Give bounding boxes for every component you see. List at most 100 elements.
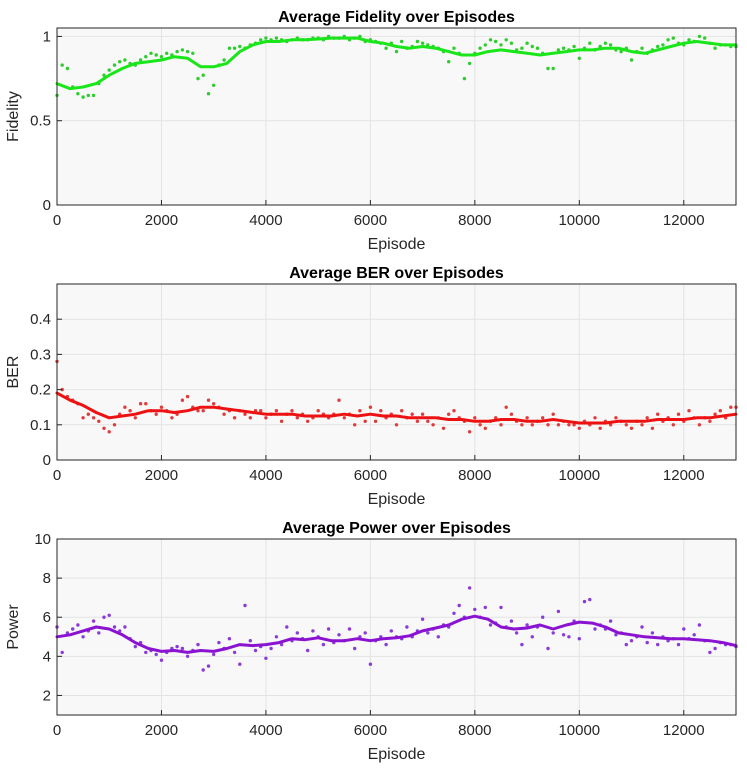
ber-data-point: [206, 398, 211, 402]
power-data-point: [347, 627, 352, 631]
power-data-point: [81, 635, 85, 639]
fidelity-data-point: [206, 92, 211, 96]
ber-data-point: [640, 423, 644, 427]
fidelity-data-point: [666, 38, 670, 42]
ber-data-point: [290, 409, 294, 413]
ber-data-point: [196, 409, 200, 413]
fidelity-data-point: [86, 93, 91, 98]
fidelity-data-point: [227, 46, 232, 50]
fidelity-plot-area: [57, 28, 736, 205]
ber-panel: 0 2000 4000 6000 8000 10000 12000 0 0.1 0.2 0.3 0.4…: [5, 265, 738, 508]
fidelity-data-point: [149, 51, 153, 55]
ber-data-point: [102, 426, 106, 430]
power-x-tick-label: 10000: [558, 722, 600, 739]
power-data-point: [420, 617, 425, 621]
power-data-point: [154, 652, 158, 657]
power-x-tick-label: 0: [53, 722, 61, 739]
fidelity-x-tick-label: 2000: [145, 212, 178, 229]
fidelity-data-point: [112, 63, 117, 67]
fidelity-data-point: [703, 36, 707, 40]
ber-data-point: [306, 419, 310, 423]
power-axes-box: [56, 538, 737, 716]
fidelity-data-point: [588, 41, 592, 45]
fidelity-x-tick-label: 10000: [558, 212, 600, 229]
fidelity-data-point: [138, 58, 143, 62]
power-data-point: [185, 654, 190, 658]
power-data-point: [274, 635, 279, 639]
power-data-point: [227, 637, 232, 641]
power-data-point: [201, 668, 205, 672]
ber-y-tick-label: 0.3: [30, 346, 51, 363]
power-data-point: [582, 599, 587, 604]
ber-data-point: [556, 423, 561, 427]
ber-data-point: [509, 412, 514, 416]
fidelity-data-point: [165, 51, 169, 55]
power-y-tick-label: 6: [43, 609, 51, 626]
fidelity-moving-average-line: [55, 36, 738, 91]
power-data-point: [556, 609, 561, 614]
fidelity-data-point: [81, 95, 85, 99]
ber-data-point: [656, 412, 660, 416]
ber-data-point: [373, 419, 378, 423]
power-data-point: [71, 627, 75, 631]
power-data-point: [561, 633, 566, 637]
fidelity-x-tick-label: 8000: [458, 212, 491, 229]
power-data-point: [546, 646, 550, 651]
ber-moving-average-line: [55, 391, 738, 425]
fidelity-y-tick-label: 1: [43, 28, 51, 45]
ber-data-point: [400, 409, 404, 413]
power-data-point: [60, 650, 64, 655]
ber-data-point: [295, 416, 299, 420]
ber-data-point: [546, 423, 550, 427]
power-data-point: [577, 637, 581, 641]
ber-data-point: [676, 412, 681, 416]
fidelity-data-point: [123, 58, 127, 62]
fidelity-y-axis-label: Fidelity: [5, 91, 22, 142]
power-moving-average-line: [55, 614, 738, 654]
ber-data-point: [81, 416, 85, 420]
fidelity-y-tick-label: 0: [43, 197, 51, 214]
ber-data-point: [499, 423, 503, 427]
power-data-point: [269, 646, 273, 651]
power-data-point: [253, 648, 258, 653]
fidelity-data-point: [384, 46, 388, 50]
fidelity-data-point: [629, 58, 634, 62]
fidelity-data-point: [415, 39, 420, 44]
fidelity-x-tick-label: 12000: [663, 212, 705, 229]
fidelity-data-point: [259, 38, 263, 42]
ber-data-point: [410, 412, 414, 416]
ber-x-tick-label: 2000: [145, 467, 178, 484]
ber-data-point: [687, 409, 691, 413]
fidelity-data-point: [91, 93, 96, 98]
ber-data-point: [337, 398, 341, 402]
power-data-point: [321, 642, 326, 647]
power-chart-title: Average Power over Episodes: [282, 520, 511, 537]
fidelity-data-point: [509, 41, 514, 45]
fidelity-data-point: [274, 36, 279, 40]
power-data-point: [311, 629, 315, 633]
fidelity-data-point: [499, 43, 503, 47]
ber-data-point: [708, 419, 712, 423]
ber-data-point: [713, 412, 717, 416]
ber-data-point: [112, 423, 117, 427]
power-data-point: [405, 625, 409, 629]
fidelity-data-point: [462, 76, 467, 81]
fidelity-data-point: [232, 46, 237, 50]
power-data-point: [97, 631, 101, 635]
power-data-point: [368, 662, 373, 666]
power-data-point: [697, 623, 702, 627]
ber-x-tick-label: 10000: [558, 467, 600, 484]
fidelity-data-point: [175, 49, 179, 54]
power-y-tick-label: 10: [34, 531, 51, 548]
power-data-point: [180, 646, 185, 651]
power-data-point: [243, 603, 247, 608]
ber-x-tick-label: 12000: [663, 467, 705, 484]
ber-data-point: [441, 426, 446, 430]
power-data-point: [530, 635, 534, 639]
fidelity-data-point: [520, 46, 524, 50]
fidelity-data-point: [556, 48, 561, 52]
ber-data-point: [248, 416, 252, 420]
ber-data-point: [551, 412, 555, 416]
power-data-point: [608, 619, 613, 623]
power-data-point: [112, 625, 117, 629]
